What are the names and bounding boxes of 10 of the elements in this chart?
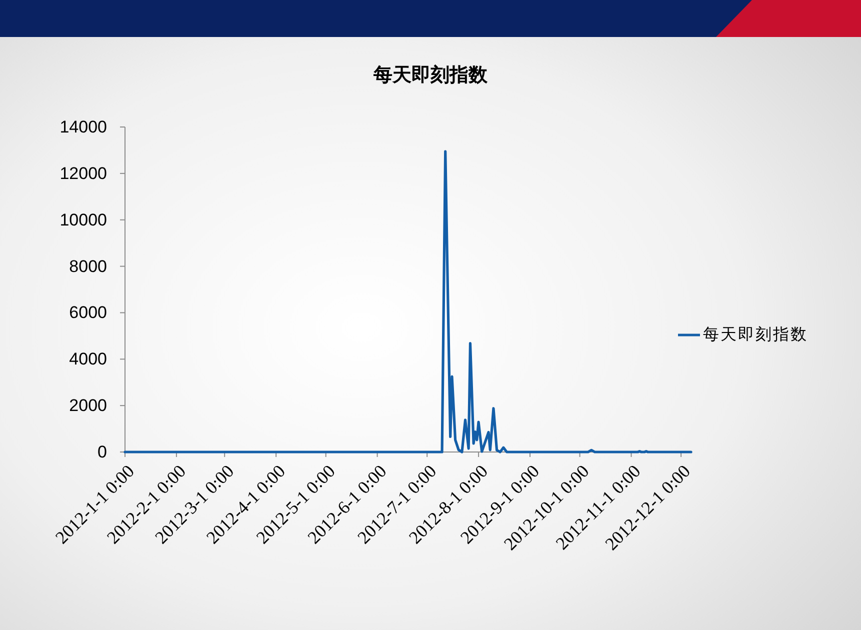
y-tick-label: 6000 [69, 303, 107, 322]
y-tick-label: 12000 [60, 164, 107, 183]
chart-title: 每天即刻指数 [372, 64, 488, 86]
y-tick-label: 0 [98, 442, 107, 462]
y-tick-label: 8000 [69, 256, 107, 276]
y-tick-label: 10000 [60, 210, 107, 230]
y-tick-label: 2000 [69, 396, 107, 416]
y-tick-label: 4000 [69, 350, 107, 369]
y-tick-label: 14000 [60, 118, 107, 136]
legend-label: 每天即刻指数 [703, 326, 808, 344]
